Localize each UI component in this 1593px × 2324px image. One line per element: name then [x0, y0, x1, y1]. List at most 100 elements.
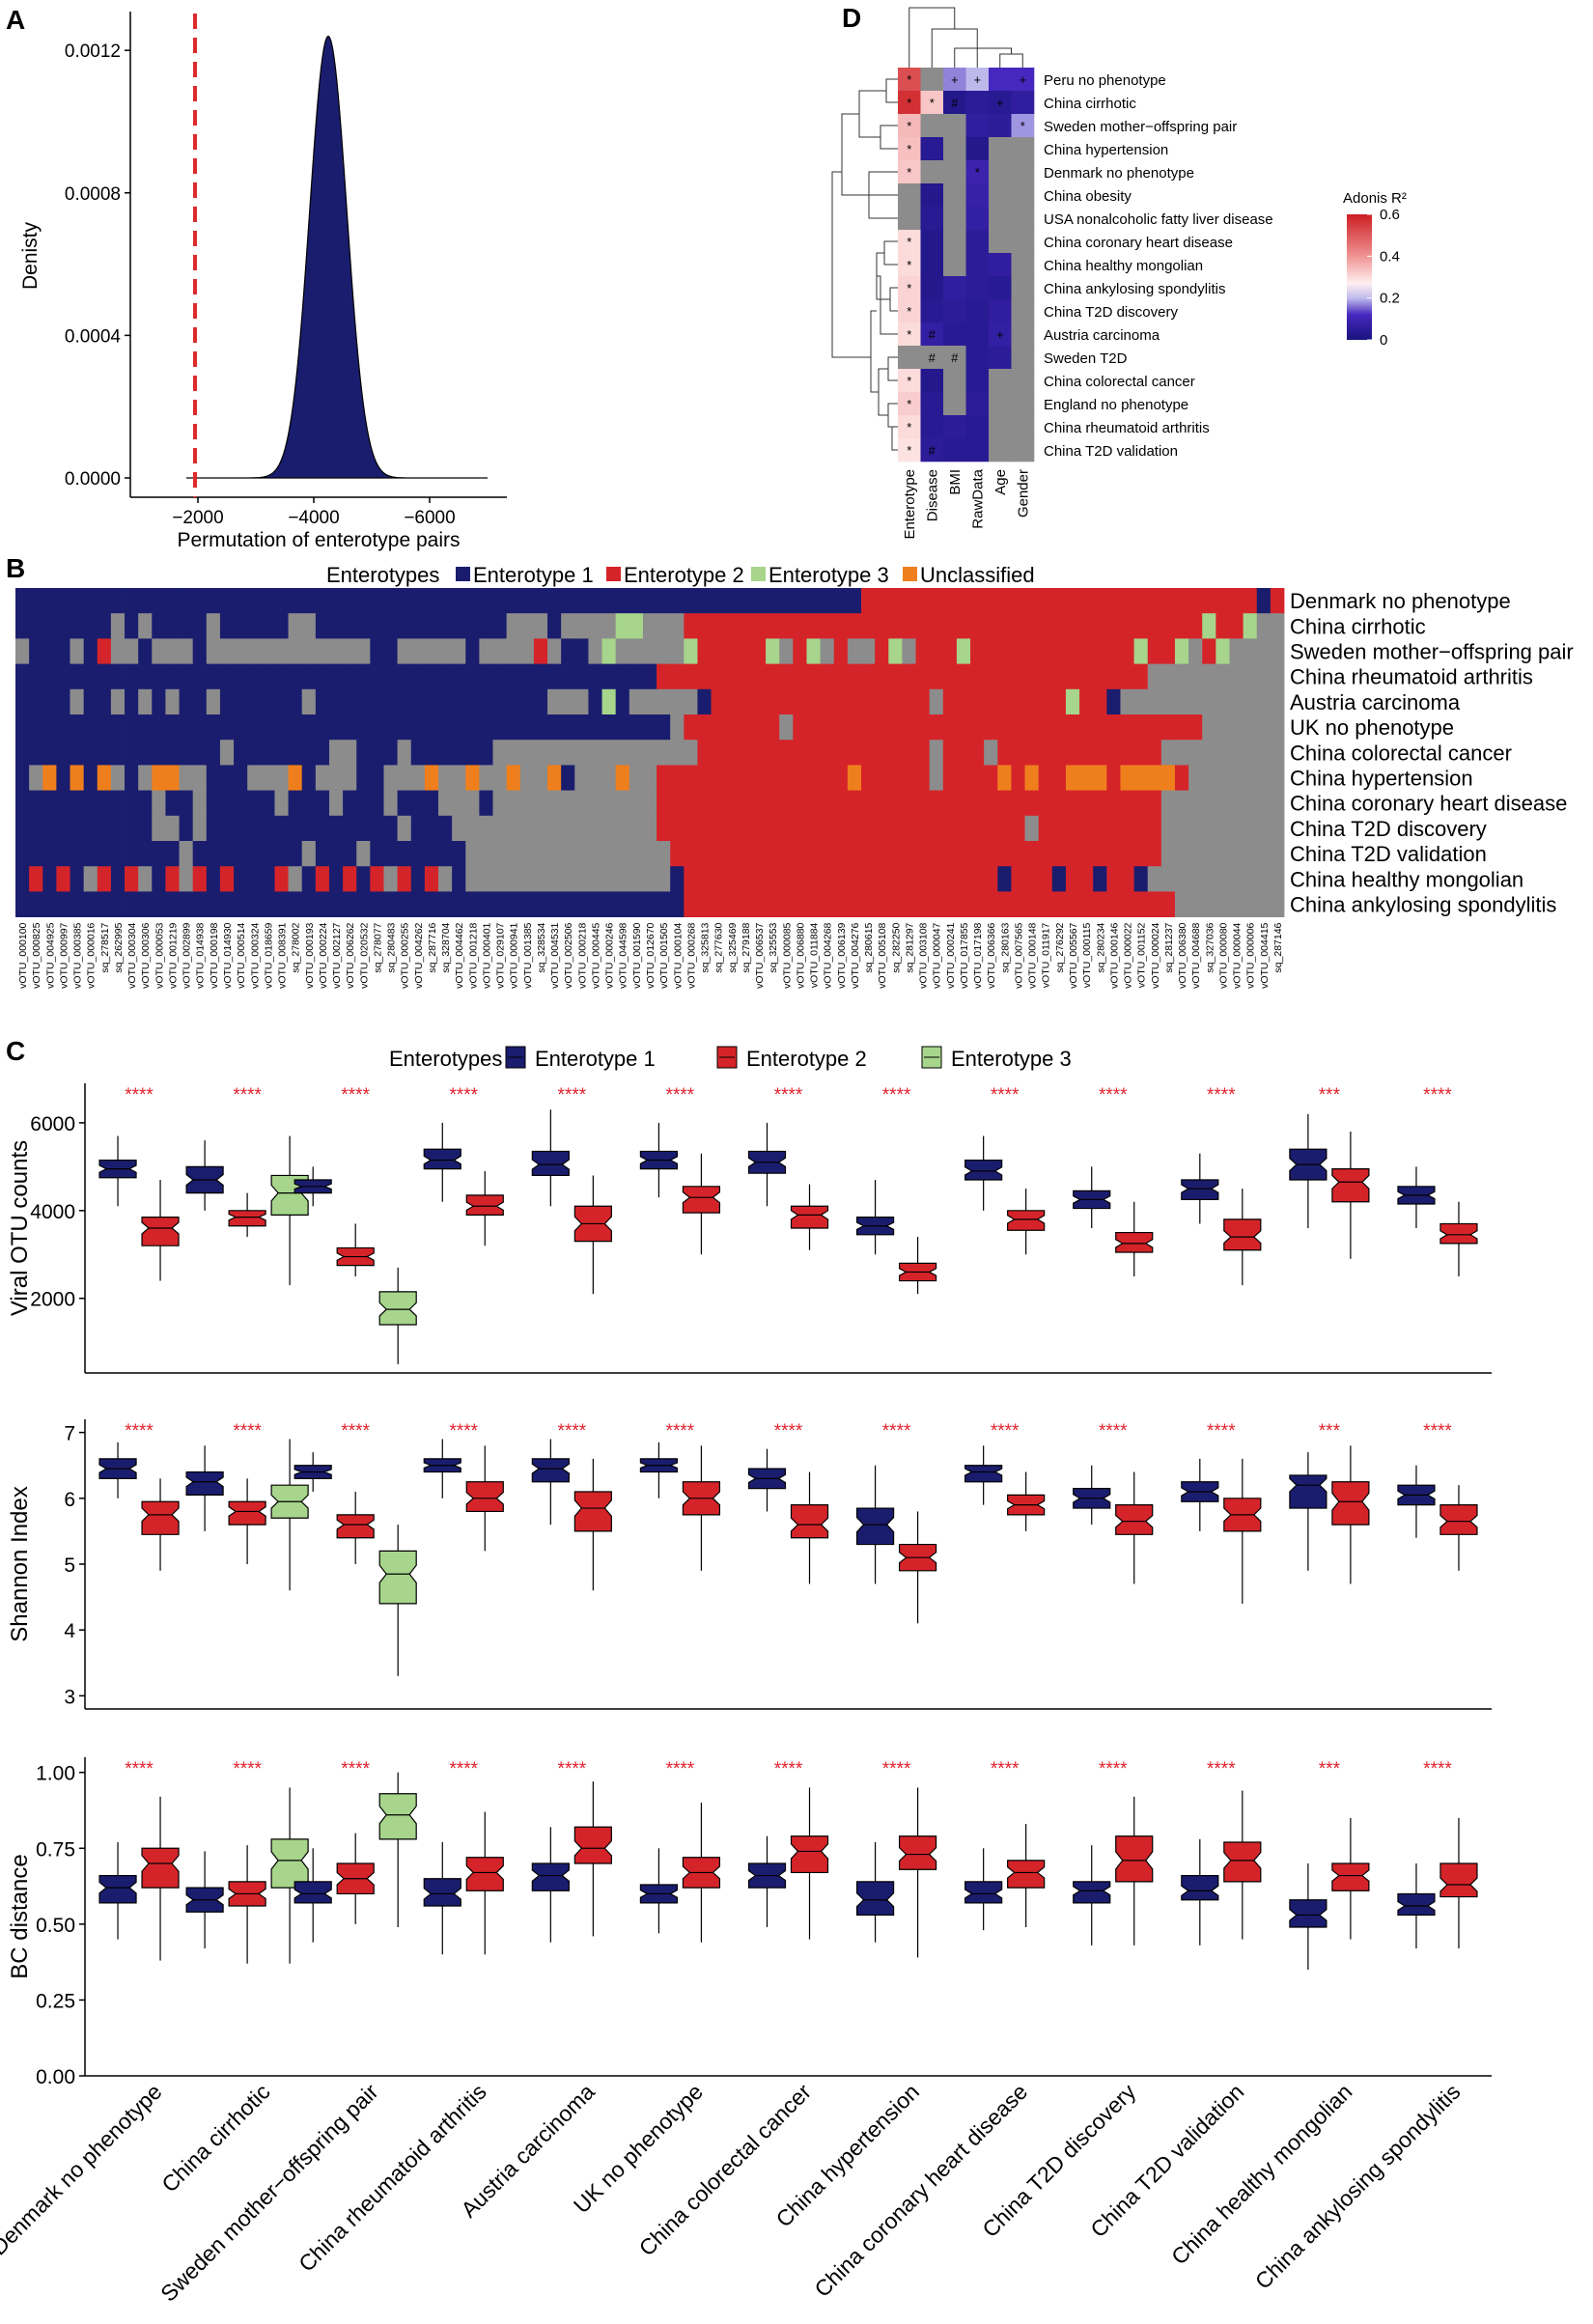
- enterotype-cell: [642, 866, 657, 892]
- enterotype-cell: [942, 740, 958, 766]
- significance-label: ****: [449, 1085, 478, 1106]
- column-label: vOTU_004415: [1259, 922, 1271, 988]
- enterotype-cell: [724, 638, 740, 664]
- enterotype-cell: [125, 688, 139, 715]
- box-e1: [1289, 1113, 1328, 1228]
- adonis-cell: [920, 160, 944, 184]
- enterotype-cell: [1065, 613, 1080, 639]
- enterotype-cell: [1038, 790, 1053, 817]
- adonis-cell: [965, 438, 990, 462]
- enterotype-cell: [152, 765, 166, 791]
- enterotype-cell: [315, 815, 330, 842]
- enterotype-cell: [138, 688, 153, 715]
- enterotype-cell: [1229, 638, 1244, 664]
- box-e2: [1115, 1471, 1154, 1584]
- enterotype-cell: [711, 714, 726, 741]
- panel-b-enterotype-heatmap: Enterotypes Enterotype 1 Enterotype 2 Enter…: [15, 563, 1574, 989]
- enterotype-cell: [410, 765, 426, 791]
- significance-label: ****: [449, 1759, 478, 1779]
- enterotype-cell: [288, 613, 303, 639]
- enterotype-cell: [1038, 891, 1053, 917]
- enterotype-cell: [547, 714, 562, 741]
- enterotype-cell: [410, 891, 426, 917]
- enterotype-cell: [1024, 866, 1040, 892]
- enterotype-cell: [1188, 613, 1203, 639]
- column-label: vOTU_014938: [195, 922, 207, 988]
- adonis-cell: [1011, 392, 1035, 416]
- enterotype-cell: [1216, 688, 1230, 715]
- legend-title: Adonis R²: [1343, 190, 1407, 207]
- enterotype-cell: [70, 688, 85, 715]
- adonis-cell: [989, 160, 1012, 184]
- enterotype-cell: [766, 841, 780, 867]
- column-label: vOTU_000053: [154, 922, 165, 988]
- enterotype-cell: [152, 638, 166, 664]
- enterotype-cell: [1256, 663, 1272, 690]
- enterotype-cell: [697, 891, 712, 917]
- enterotype-cell: [684, 714, 698, 741]
- enterotype-cell: [984, 891, 998, 917]
- notched-box: [1289, 1899, 1328, 1928]
- enterotype-cell: [219, 613, 235, 639]
- enterotype-cell: [206, 891, 221, 917]
- column-label: vOTU_007565: [1013, 922, 1024, 988]
- enterotype-cell: [1051, 688, 1067, 715]
- enterotype-cell: [711, 740, 726, 766]
- enterotype-cell: [574, 714, 589, 741]
- enterotype-cell: [970, 588, 985, 614]
- enterotype-cell: [465, 638, 480, 664]
- adonis-cell: [898, 137, 921, 161]
- enterotype-cell: [1133, 688, 1149, 715]
- enterotype-cell: [438, 891, 453, 917]
- legend-label: Enterotype 3: [951, 1047, 1072, 1071]
- enterotype-cell: [902, 688, 916, 715]
- enterotype-cell: [70, 663, 85, 690]
- box-e1: [1397, 1166, 1436, 1228]
- enterotype-cell: [1202, 815, 1216, 842]
- enterotype-cell: [42, 841, 57, 867]
- enterotype-cell: [247, 638, 262, 664]
- notched-box: [531, 1458, 570, 1483]
- box-e1: [531, 1439, 570, 1526]
- row-label: China T2D discovery: [1044, 304, 1178, 321]
- legend-label: Unclassified: [920, 563, 1035, 587]
- box-e1: [1181, 1153, 1219, 1224]
- column-label: vOTU_000224: [318, 922, 329, 988]
- enterotype-cell: [738, 613, 753, 639]
- enterotype-cell: [343, 663, 357, 690]
- row-label: England no phenotype: [1044, 397, 1188, 413]
- box-e3: [270, 1787, 309, 1964]
- enterotype-cell: [492, 815, 508, 842]
- notched-box: [336, 1514, 375, 1539]
- enterotype-cell: [165, 866, 180, 892]
- enterotype-cell: [984, 790, 998, 817]
- enterotype-cell: [288, 815, 303, 842]
- column-label: vOTU_004531: [549, 922, 561, 988]
- enterotype-cell: [247, 714, 262, 741]
- enterotype-cell: [1270, 613, 1285, 639]
- enterotype-cell: [192, 866, 208, 892]
- enterotype-cell: [465, 765, 480, 791]
- significance-mark: *: [907, 235, 911, 249]
- enterotype-cell: [1270, 815, 1285, 842]
- enterotype-cell: [806, 740, 822, 766]
- enterotype-cell: [110, 638, 126, 664]
- enterotype-cell: [615, 613, 630, 639]
- row-label: Sweden mother−offspring pair: [1044, 119, 1237, 135]
- enterotype-cell: [1011, 815, 1025, 842]
- enterotype-cell: [42, 714, 57, 741]
- significance-label: ****: [882, 1759, 911, 1779]
- enterotype-cell: [70, 714, 85, 741]
- enterotype-cell: [179, 765, 194, 791]
- enterotype-cell: [902, 765, 916, 791]
- enterotype-cell: [1051, 714, 1067, 741]
- column-label: vOTU_001505: [658, 922, 670, 988]
- enterotype-cell: [574, 588, 589, 614]
- enterotype-cell: [956, 638, 971, 664]
- enterotype-cell: [670, 815, 685, 842]
- column-label: vOTU_017198: [972, 922, 984, 988]
- enterotype-cell: [383, 613, 399, 639]
- enterotype-cell: [1051, 663, 1067, 690]
- notched-box: [423, 1878, 461, 1907]
- legend-title: Enterotypes: [326, 563, 439, 587]
